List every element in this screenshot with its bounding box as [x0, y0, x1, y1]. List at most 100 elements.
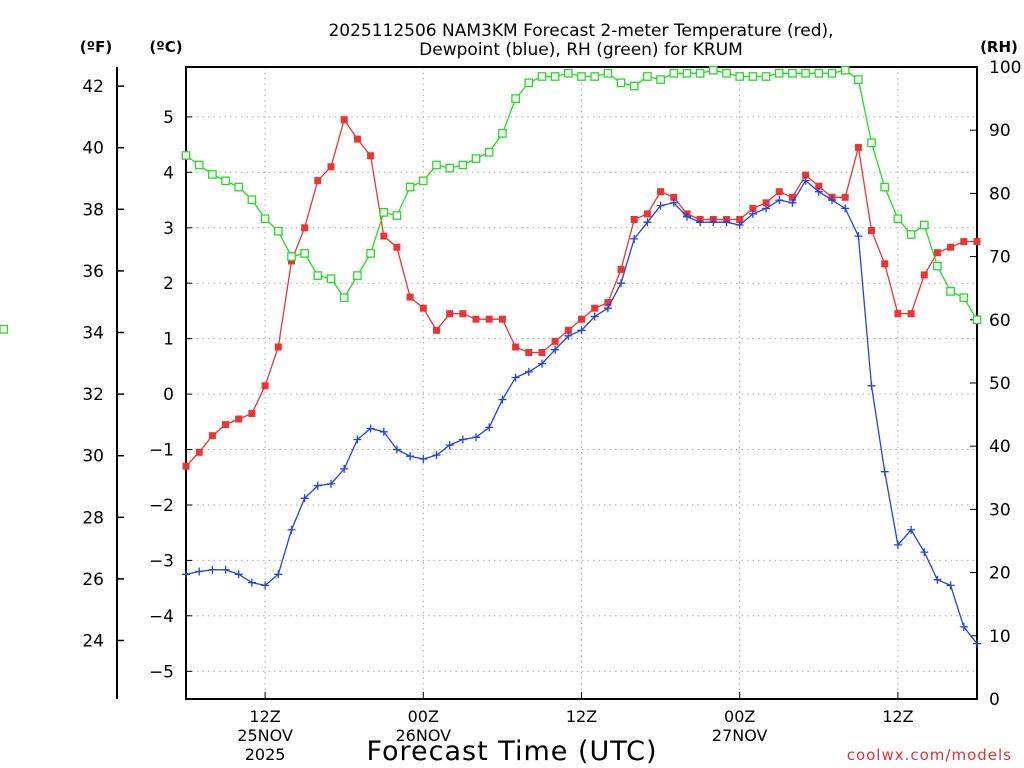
dewpoint-point	[814, 187, 823, 196]
time-tick-date: 25NOV	[237, 726, 293, 745]
dewpoint-point	[617, 279, 625, 288]
rh-point	[392, 211, 402, 220]
fahrenheit-tick-label: 40	[82, 139, 104, 159]
dewpoint-point	[656, 201, 665, 210]
celsius-tick-label: 5	[163, 108, 174, 128]
rh-point	[550, 72, 560, 81]
rh-point	[946, 287, 955, 296]
rh-axis: 0 10 20 30 40 50 60 70 80 90 100	[970, 58, 1021, 710]
temperature-point	[235, 415, 243, 423]
dewpoint-point	[524, 367, 533, 376]
temperature-point	[591, 304, 599, 312]
rh-point	[0, 324, 9, 334]
dewpoint-point	[775, 196, 784, 205]
rh-point	[260, 214, 270, 224]
dewpoint-point	[538, 359, 546, 368]
celsius-tick-label: 2	[163, 274, 174, 294]
rh-point	[498, 129, 507, 138]
celsius-tick-label: 3	[163, 219, 174, 239]
rh-point	[221, 176, 230, 186]
dewpoint-point	[959, 622, 968, 631]
temperature-point	[657, 188, 665, 196]
rh-point	[326, 274, 336, 284]
temperature-point	[578, 315, 585, 323]
celsius-tick-label: −5	[149, 662, 174, 682]
dewpoint-point	[432, 451, 441, 460]
temperature-point	[973, 238, 981, 246]
rh-point	[616, 78, 626, 88]
rh-point	[893, 214, 903, 224]
dewpoint-point	[182, 570, 190, 579]
dewpoint-point	[445, 441, 454, 450]
rh-point	[643, 72, 652, 81]
rh-tick-label: 40	[989, 437, 1011, 457]
dewpoint-point	[946, 581, 955, 590]
temperature-point	[222, 421, 230, 429]
temperature-point	[604, 299, 612, 307]
watermark: coolwx.com/models	[847, 746, 1012, 764]
rh-tick-label: 20	[989, 564, 1011, 584]
rh-point	[827, 68, 837, 78]
rh-point	[695, 68, 705, 78]
temperature-point	[933, 249, 941, 257]
rh-point	[788, 68, 797, 78]
temperature-point	[459, 310, 467, 318]
time-tick-label: 12Z	[882, 707, 913, 726]
temperature-point	[472, 315, 480, 323]
dewpoint-point	[247, 578, 256, 587]
series-layer	[0, 65, 982, 648]
dewpoint-point	[880, 467, 889, 476]
rh-point	[853, 75, 863, 84]
dewpoint-point	[551, 345, 560, 354]
temperature-point	[406, 293, 414, 301]
rh-point	[511, 94, 520, 103]
time-tick-year: 2025	[245, 745, 286, 764]
temperature-point	[564, 326, 572, 334]
temperature-point	[551, 337, 559, 345]
rh-tick-label: 80	[989, 184, 1011, 204]
fahrenheit-tick-label: 24	[82, 632, 104, 652]
celsius-tick-label: −1	[149, 441, 174, 461]
temperature-point	[261, 382, 269, 390]
dewpoint-point	[577, 326, 586, 335]
rh-point	[379, 208, 389, 217]
grid	[186, 67, 977, 699]
temperature-point	[538, 349, 546, 356]
temperature-point	[960, 238, 968, 246]
temperature-point	[920, 271, 928, 279]
rh-tick-label: 60	[989, 311, 1011, 331]
temperature-point	[802, 171, 810, 179]
temperature-point	[736, 216, 744, 223]
temperature-point	[380, 232, 388, 240]
dewpoint-point	[973, 639, 981, 648]
rh-point	[353, 271, 362, 280]
rh-point	[432, 160, 441, 170]
dewpoint-point	[762, 204, 771, 213]
time-tick-label: 12Z	[249, 707, 280, 726]
fahrenheit-tick-label: 38	[82, 200, 104, 220]
temperature-point	[841, 193, 849, 201]
temperature-point	[498, 315, 506, 323]
dewpoint-point	[234, 570, 243, 579]
celsius-axis: −5 −4 −3 −2 −1 0 1 2 3 4 5	[149, 108, 192, 682]
fahrenheit-tick-label: 30	[82, 447, 104, 467]
dewpoint-point	[854, 232, 863, 241]
rh-point	[577, 72, 586, 81]
rh-point	[735, 72, 745, 81]
fahrenheit-unit-label: (ºF)	[80, 38, 112, 56]
temperature-point	[512, 343, 520, 351]
rh-point	[590, 72, 600, 81]
temperature-point	[775, 188, 783, 196]
rh-point	[748, 72, 758, 81]
dewpoint-point	[748, 209, 757, 218]
rh-point	[761, 72, 771, 81]
time-tick-date: 26NOV	[396, 726, 452, 745]
temperature-point	[367, 152, 375, 160]
temperature-point	[301, 224, 309, 232]
dewpoint-point	[696, 218, 705, 227]
rh-point	[208, 170, 217, 179]
dewpoint-point	[485, 423, 494, 432]
dewpoint-point	[287, 525, 296, 534]
time-tick-label: 00Z	[724, 707, 755, 726]
